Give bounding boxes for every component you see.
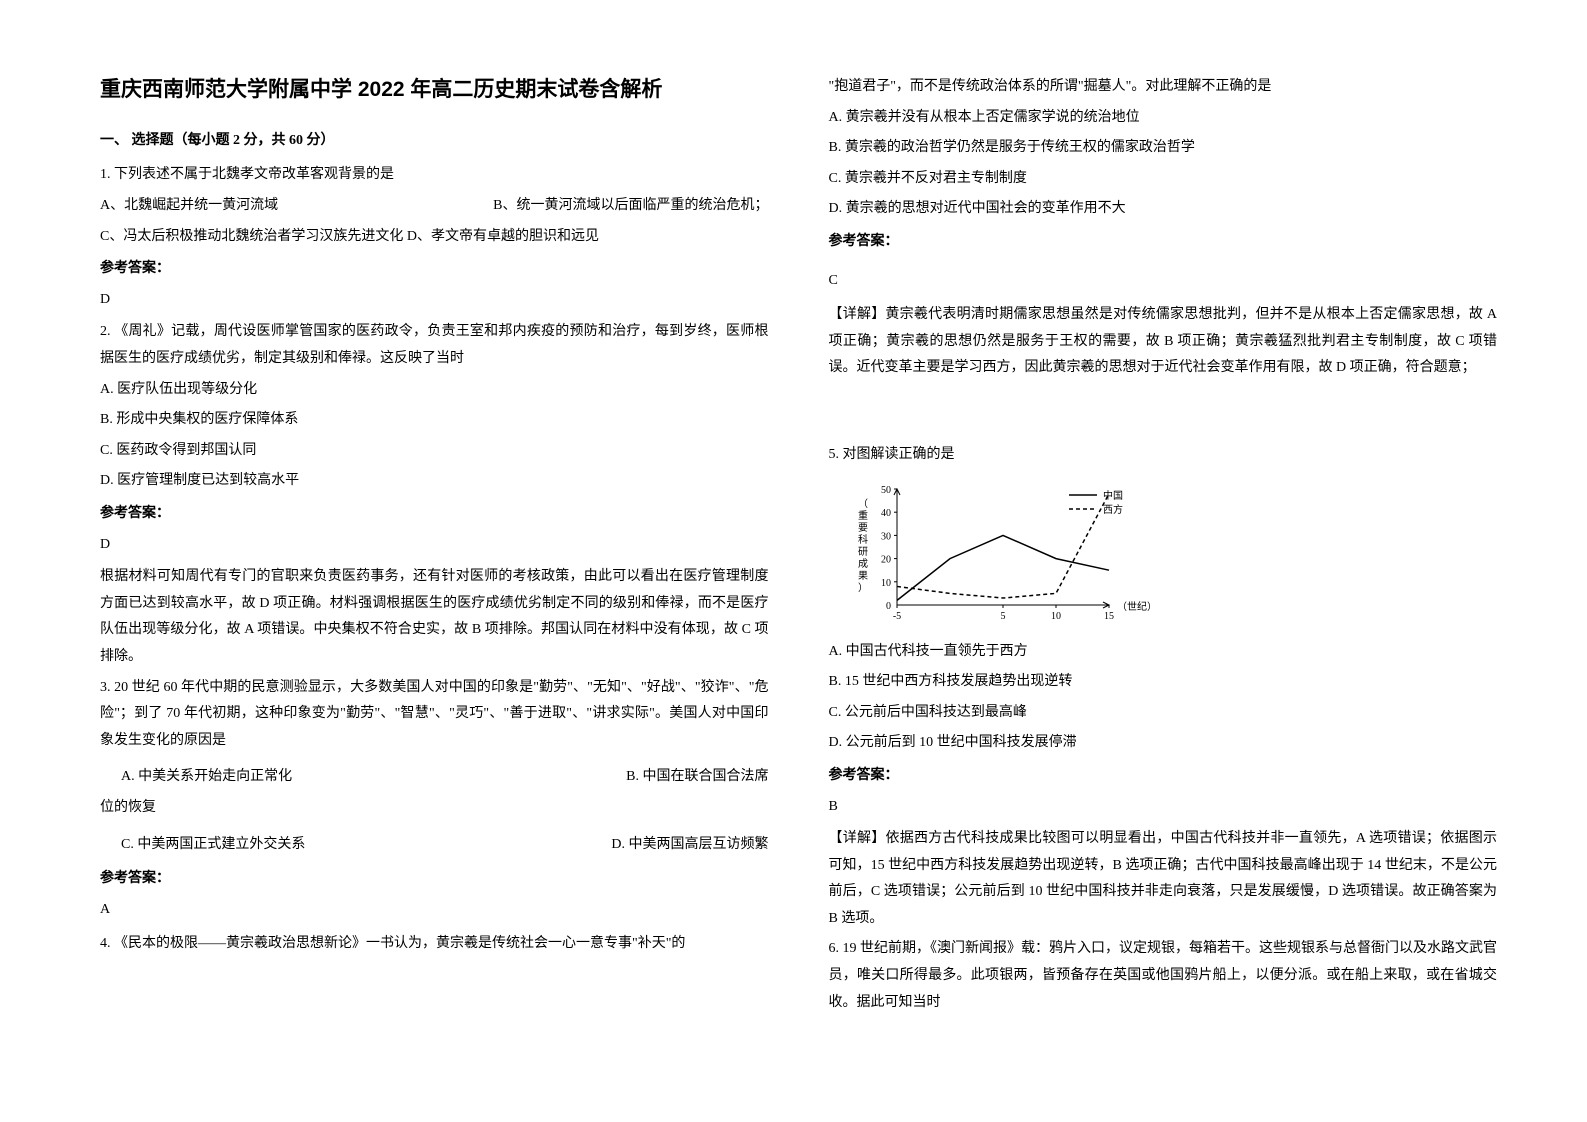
q4-option-a: A. 黄宗羲并没有从根本上否定儒家学说的统治地位 [829,105,1498,132]
svg-text:20: 20 [881,554,891,565]
left-column: 重庆西南师范大学附属中学 2022 年高二历史期末试卷含解析 一、 选择题（每小… [100,70,769,1020]
q4-stem1: 4. 《民本的极限——黄宗羲政治思想新论》一书认为，黄宗羲是传统社会一心一意专事… [100,931,769,958]
q2-option-b: B. 形成中央集权的医疗保障体系 [100,407,769,434]
svg-text:成: 成 [858,558,868,570]
q3-stem: 3. 20 世纪 60 年代中期的民意测验显示，大多数美国人对中国的印象是"勤劳… [100,675,769,755]
q3-answer-label: 参考答案： [100,866,769,893]
svg-text:30: 30 [881,531,891,542]
q4-explain: 【详解】黄宗羲代表明清时期儒家思想虽然是对传统儒家思想批判，但并不是从根本上否定… [829,302,1498,382]
svg-text:15: 15 [1104,611,1114,622]
q4-option-b: B. 黄宗羲的政治哲学仍然是服务于传统王权的儒家政治哲学 [829,135,1498,162]
svg-text:果: 果 [858,570,868,582]
svg-text:中国: 中国 [1103,489,1123,502]
line-chart-svg: 10 20 30 40 50 0-5 5 10 15 （重要科研成果） （世纪） 中国西方 [849,479,1169,629]
q3-option-a: A. 中美关系开始走向正常化 [100,764,292,791]
document-title: 重庆西南师范大学附属中学 2022 年高二历史期末试卷含解析 [100,70,769,110]
q5-option-c: C. 公元前后中国科技达到最高峰 [829,700,1498,727]
svg-text:研: 研 [858,546,868,558]
section-1-header: 一、 选择题（每小题 2 分，共 60 分） [100,128,769,155]
svg-text:0: 0 [886,601,891,612]
q5-stem: 5. 对图解读正确的是 [829,442,1498,469]
q1-option-a: A、北魏崛起并统一黄河流域 [100,193,278,220]
q1-option-cd: C、冯太后积极推动北魏统治者学习汉族先进文化 D、孝文帝有卓越的胆识和远见 [100,224,769,251]
q3-option-d: D. 中美两国高层互访频繁 [611,832,768,859]
q4-option-c: C. 黄宗羲并不反对君主专制制度 [829,166,1498,193]
q3-options-row2: C. 中美两国正式建立外交关系 D. 中美两国高层互访频繁 [100,832,769,859]
svg-text:要: 要 [858,522,868,534]
svg-text:重: 重 [858,509,868,522]
q3-answer: A [100,897,769,924]
svg-text:10: 10 [1051,611,1061,622]
q4-answer: C [829,268,1498,295]
q1-answer: D [100,287,769,314]
q3-option-c: C. 中美两国正式建立外交关系 [100,832,305,859]
q5-option-b: B. 15 世纪中西方科技发展趋势出现逆转 [829,669,1498,696]
q4-stem2: "抱道君子"，而不是传统政治体系的所谓"掘墓人"。对此理解不正确的是 [829,74,1498,101]
q3-option-b: B. 中国在联合国合法席 [626,764,768,791]
svg-text:40: 40 [881,508,891,519]
q3-option-b2: 位的恢复 [100,795,769,822]
q1-options-row1: A、北魏崛起并统一黄河流域 B、统一黄河流域以后面临严重的统治危机； [100,193,769,220]
svg-text:50: 50 [881,485,891,496]
svg-text:5: 5 [1000,611,1005,622]
q2-option-c: C. 医药政令得到邦国认同 [100,438,769,465]
q2-option-d: D. 医疗管理制度已达到较高水平 [100,468,769,495]
q1-answer-label: 参考答案： [100,256,769,283]
q4-answer-label: 参考答案： [829,229,1498,256]
svg-text:）: ） [858,582,868,594]
q2-stem: 2. 《周礼》记载，周代设医师掌管国家的医药政令，负责王室和邦内疾疫的预防和治疗… [100,319,769,372]
q2-explain: 根据材料可知周代有专门的官职来负责医药事务，还有针对医师的考核政策，由此可以看出… [100,564,769,670]
q1-stem: 1. 下列表述不属于北魏孝文帝改革客观背景的是 [100,162,769,189]
q5-answer: B [829,794,1498,821]
q5-option-d: D. 公元前后到 10 世纪中国科技发展停滞 [829,730,1498,757]
svg-text:西方: 西方 [1103,503,1123,516]
q5-answer-label: 参考答案： [829,763,1498,790]
svg-text:10: 10 [881,577,891,588]
q5-chart: 10 20 30 40 50 0-5 5 10 15 （重要科研成果） （世纪） 中国西方 [849,479,1498,629]
q5-option-a: A. 中国古代科技一直领先于西方 [829,639,1498,666]
svg-text:-5: -5 [892,611,900,622]
q5-explain: 【详解】依据西方古代科技成果比较图可以明显看出，中国古代科技并非一直领先，A 选… [829,826,1498,932]
q1-option-b: B、统一黄河流域以后面临严重的统治危机； [493,193,768,220]
q6-stem: 6. 19 世纪前期，《澳门新闻报》载：鸦片入口，议定规银，每箱若干。这些规银系… [829,936,1498,1016]
svg-text:科: 科 [858,533,868,546]
page-container: 重庆西南师范大学附属中学 2022 年高二历史期末试卷含解析 一、 选择题（每小… [0,0,1587,1060]
right-column: "抱道君子"，而不是传统政治体系的所谓"掘墓人"。对此理解不正确的是 A. 黄宗… [829,70,1498,1020]
q2-answer: D [100,532,769,559]
q4-option-d: D. 黄宗羲的思想对近代中国社会的变革作用不大 [829,196,1498,223]
svg-text:（世纪）: （世纪） [1117,601,1157,613]
q3-options-row1: A. 中美关系开始走向正常化 B. 中国在联合国合法席 [100,764,769,791]
svg-text:（: （ [858,498,868,510]
q2-answer-label: 参考答案： [100,501,769,528]
q2-option-a: A. 医疗队伍出现等级分化 [100,377,769,404]
